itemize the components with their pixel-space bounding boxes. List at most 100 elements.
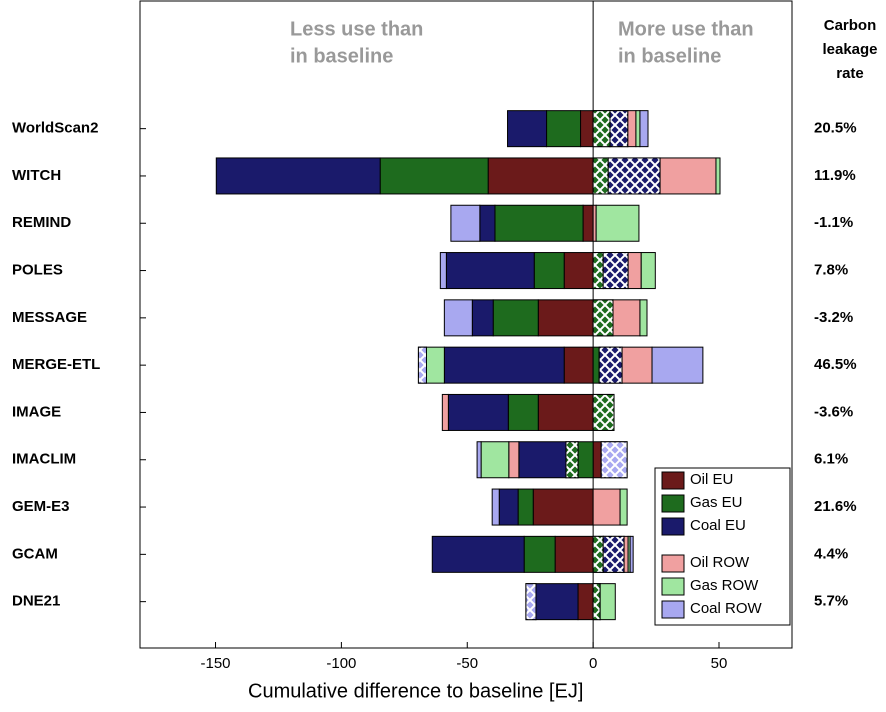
hatch [592,110,611,148]
bar-segment [554,535,594,573]
bar-segment [639,299,648,337]
bar-segment [507,393,539,431]
bar-segment [498,488,519,526]
leakage-label: 20.5% [814,120,857,137]
legend-swatch [661,471,685,490]
bar-segment [492,299,539,337]
legend-label: Oil ROW [690,554,750,571]
bar-segment [619,488,628,526]
annotation: More use than [618,18,754,40]
annotation: in baseline [618,45,721,67]
category-label: POLES [12,262,63,279]
category-label: IMACLIM [12,451,76,468]
legend-label: Gas ROW [690,577,759,594]
category-label: WITCH [12,167,61,184]
bar-segment [487,157,594,195]
leakage-header: Carbon [824,17,877,34]
bar-segment [582,204,594,242]
bar-segment [533,252,565,290]
hatch [417,346,427,384]
leakage-label: 7.8% [814,262,848,279]
hatch [592,252,604,290]
legend-label: Gas EU [690,494,743,511]
leakage-label: -1.1% [814,214,853,231]
legend-swatch [661,600,685,619]
bar-segment [627,252,642,290]
bar-segment [425,346,445,384]
bar-segment [532,488,594,526]
hatch [565,441,579,479]
leakage-label: 46.5% [814,356,857,373]
bar-segment [445,252,535,290]
bar-segment [431,535,525,573]
bar-segment [507,110,548,148]
hatch [592,583,601,621]
bar-segment [577,583,594,621]
bar-segment [491,488,500,526]
leakage-header: leakage [822,41,877,58]
bar-segment [443,346,565,384]
hatch [592,393,615,431]
legend-swatch [661,554,685,573]
bar-segment [523,535,556,573]
bar-segment [639,110,649,148]
bar-segment [450,204,481,242]
x-tick-label: -50 [456,655,478,672]
hatch [592,535,604,573]
hatch [598,346,623,384]
leakage-label: 5.7% [814,593,848,610]
category-label: WorldScan2 [12,120,98,137]
legend-swatch [661,494,685,513]
bar-segment [546,110,582,148]
legend-swatch [661,577,685,596]
category-label: REMIND [12,214,71,231]
bar-segment [508,441,520,479]
bar-segment [715,157,721,195]
hatch [525,583,537,621]
bar-segment [599,583,616,621]
category-label: IMAGE [12,403,61,420]
bar-segment [627,110,637,148]
legend-label: Coal ROW [690,600,763,617]
hatch [602,535,625,573]
hatch [592,157,609,195]
bar-segment [447,393,509,431]
annotation: Less use than [290,18,423,40]
legend-label: Coal EU [690,517,746,534]
legend-box [654,467,791,626]
hatch [607,157,661,195]
bar-segment [443,299,473,337]
x-tick-label: -100 [326,655,356,672]
bar-segment [612,299,641,337]
x-tick-label: -150 [201,655,231,672]
bar-segment [563,252,594,290]
bar-segment [517,488,534,526]
leakage-label: -3.6% [814,403,853,420]
bar-segment [577,441,594,479]
annotation: in baseline [290,45,393,67]
leakage-label: 21.6% [814,498,857,515]
leakage-label: 4.4% [814,545,848,562]
bar-segment [537,393,594,431]
bar-segment [379,157,489,195]
bar-segment [640,252,656,290]
bar-segment [479,204,496,242]
bar-segment [635,110,641,148]
bar-segment [563,346,594,384]
leakage-label: 6.1% [814,451,848,468]
bar-segment [439,252,447,290]
leakage-label: 11.9% [814,167,856,184]
legend-label: Oil EU [690,471,733,488]
x-axis-label: Cumulative difference to baseline [EJ] [248,680,583,702]
plot-frame [139,0,793,649]
bar-segment [621,346,653,384]
hatch [602,252,629,290]
bar-segment [659,157,717,195]
bar-segment [592,346,600,384]
bar-segment [476,441,482,479]
bar-segment [623,535,629,573]
x-tick-label: 50 [711,655,728,672]
bar-segment [215,157,381,195]
legend-swatch [661,517,685,536]
